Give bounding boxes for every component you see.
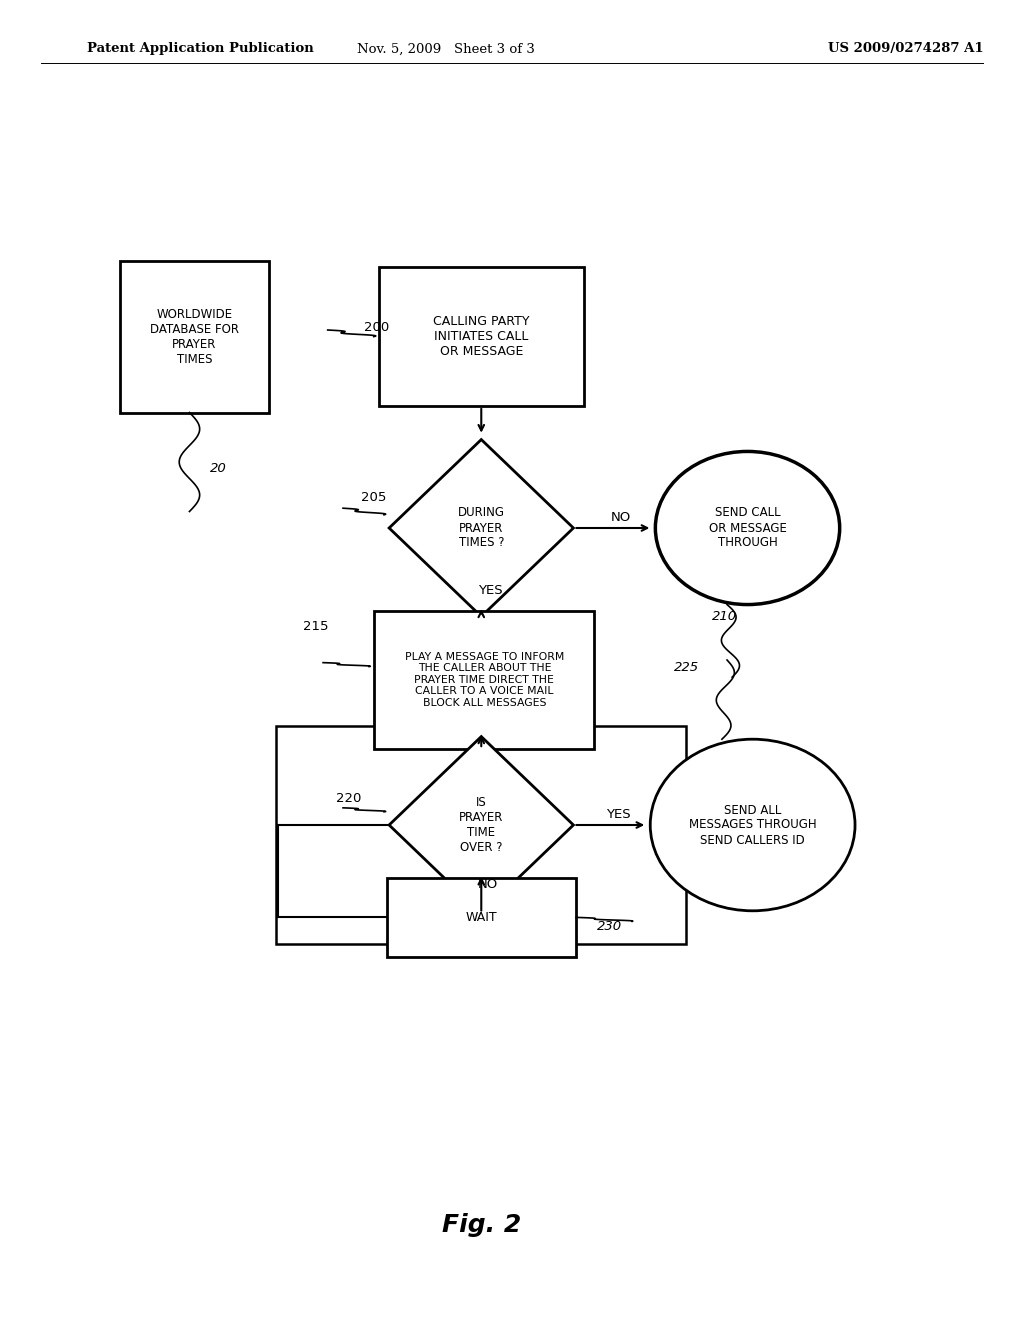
FancyBboxPatch shape [121, 261, 268, 412]
Text: Patent Application Publication: Patent Application Publication [87, 42, 313, 55]
Ellipse shape [655, 451, 840, 605]
Text: SEND CALL
OR MESSAGE
THROUGH: SEND CALL OR MESSAGE THROUGH [709, 507, 786, 549]
Text: CALLING PARTY
INITIATES CALL
OR MESSAGE: CALLING PARTY INITIATES CALL OR MESSAGE [433, 315, 529, 358]
Text: 205: 205 [361, 491, 387, 504]
FancyBboxPatch shape [386, 878, 575, 957]
Text: NO: NO [610, 511, 631, 524]
Text: US 2009/0274287 A1: US 2009/0274287 A1 [828, 42, 984, 55]
Text: SEND ALL
MESSAGES THROUGH
SEND CALLERS ID: SEND ALL MESSAGES THROUGH SEND CALLERS I… [689, 804, 816, 846]
Polygon shape [389, 440, 573, 616]
FancyBboxPatch shape [379, 267, 584, 407]
Text: 225: 225 [674, 661, 699, 675]
Text: DURING
PRAYER
TIMES ?: DURING PRAYER TIMES ? [458, 507, 505, 549]
Text: WORLDWIDE
DATABASE FOR
PRAYER
TIMES: WORLDWIDE DATABASE FOR PRAYER TIMES [151, 308, 239, 366]
Text: Fig. 2: Fig. 2 [441, 1213, 521, 1237]
Text: PLAY A MESSAGE TO INFORM
THE CALLER ABOUT THE
PRAYER TIME DIRECT THE
CALLER TO A: PLAY A MESSAGE TO INFORM THE CALLER ABOU… [404, 652, 564, 708]
Text: 220: 220 [336, 792, 361, 805]
Text: 210: 210 [712, 610, 737, 623]
Text: YES: YES [606, 808, 631, 821]
Text: 215: 215 [303, 620, 329, 634]
Text: NO: NO [478, 878, 499, 891]
Ellipse shape [650, 739, 855, 911]
Text: WAIT: WAIT [466, 911, 497, 924]
Text: 230: 230 [597, 920, 623, 933]
Polygon shape [389, 737, 573, 913]
Text: Nov. 5, 2009   Sheet 3 of 3: Nov. 5, 2009 Sheet 3 of 3 [356, 42, 535, 55]
Text: YES: YES [478, 583, 503, 597]
Text: 200: 200 [364, 321, 389, 334]
Text: IS
PRAYER
TIME
OVER ?: IS PRAYER TIME OVER ? [459, 796, 504, 854]
FancyBboxPatch shape [375, 610, 594, 750]
Text: 20: 20 [210, 462, 226, 475]
